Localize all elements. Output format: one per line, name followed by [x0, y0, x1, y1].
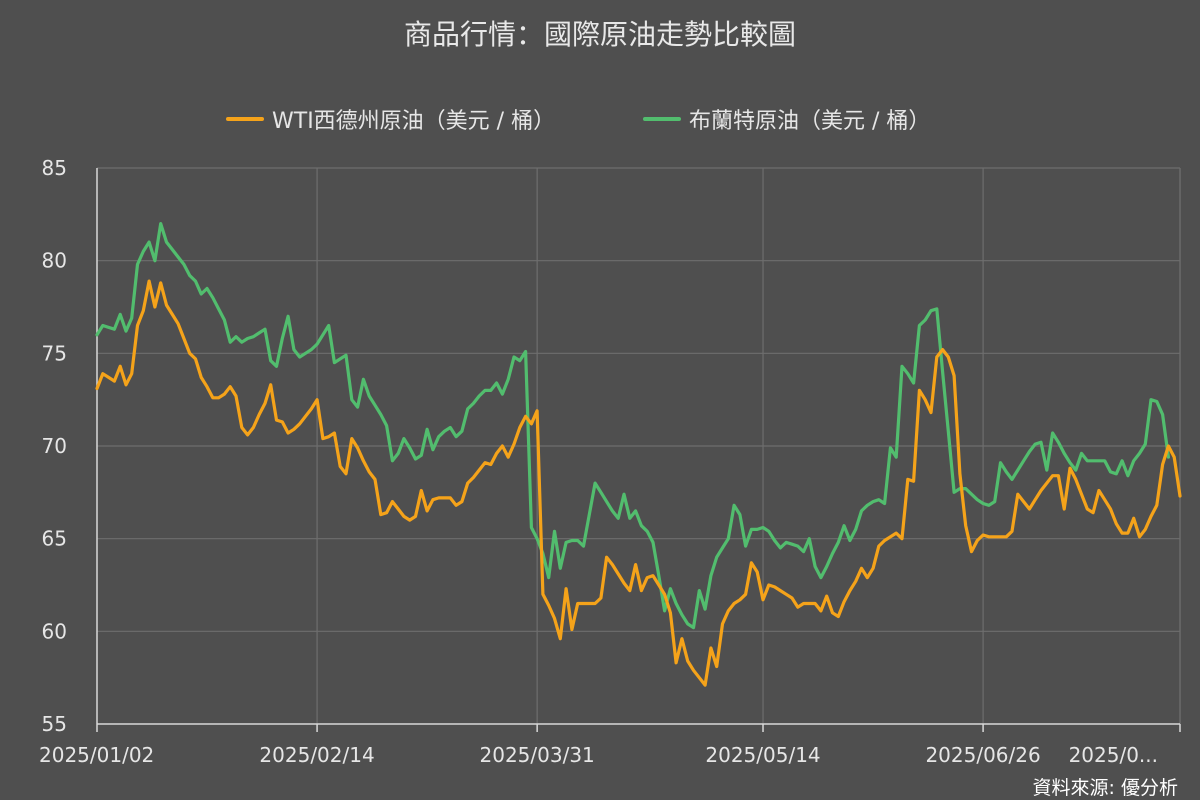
series-layer	[95, 222, 1182, 687]
series-line-wti[interactable]	[95, 279, 1182, 687]
x-tick-label: 2025/0...	[1069, 743, 1158, 767]
y-tick-label: 85	[42, 156, 67, 180]
y-tick-label: 70	[42, 434, 67, 458]
y-tick-label: 60	[42, 619, 67, 643]
legend-label-wti: WTI西德州原油（美元 / 桶）	[272, 109, 555, 134]
legend-item-brent[interactable]: 布蘭特原油（美元 / 桶）	[643, 109, 930, 134]
legend-item-wti[interactable]: WTI西德州原油（美元 / 桶）	[226, 109, 555, 134]
x-tick-label: 2025/06/26	[925, 743, 1040, 767]
y-tick-label: 65	[42, 527, 67, 551]
y-axis: 55 60 65 70 75 80 85	[42, 156, 98, 736]
y-tick-label: 80	[42, 249, 67, 273]
x-axis: 2025/01/02 2025/02/14 2025/03/31 2025/05/14…	[39, 723, 1181, 767]
y-tick-label: 75	[42, 341, 67, 365]
legend-label-brent: 布蘭特原油（美元 / 桶）	[689, 109, 930, 134]
x-tick-label: 2025/02/14	[259, 743, 374, 767]
source-label: 資料來源: 優分析	[1033, 777, 1178, 799]
x-tick-label: 2025/03/31	[480, 743, 595, 767]
x-tick-label: 2025/05/14	[705, 743, 820, 767]
x-tick-label: 2025/01/02	[39, 743, 154, 767]
chart-title: 商品行情：國際原油走勢比較圖	[404, 18, 796, 51]
grid-lines	[97, 167, 1181, 724]
chart-legend: WTI西德州原油（美元 / 桶） 布蘭特原油（美元 / 桶）	[226, 109, 930, 134]
y-tick-label: 55	[42, 712, 67, 736]
series-line-brent[interactable]	[95, 222, 1171, 630]
